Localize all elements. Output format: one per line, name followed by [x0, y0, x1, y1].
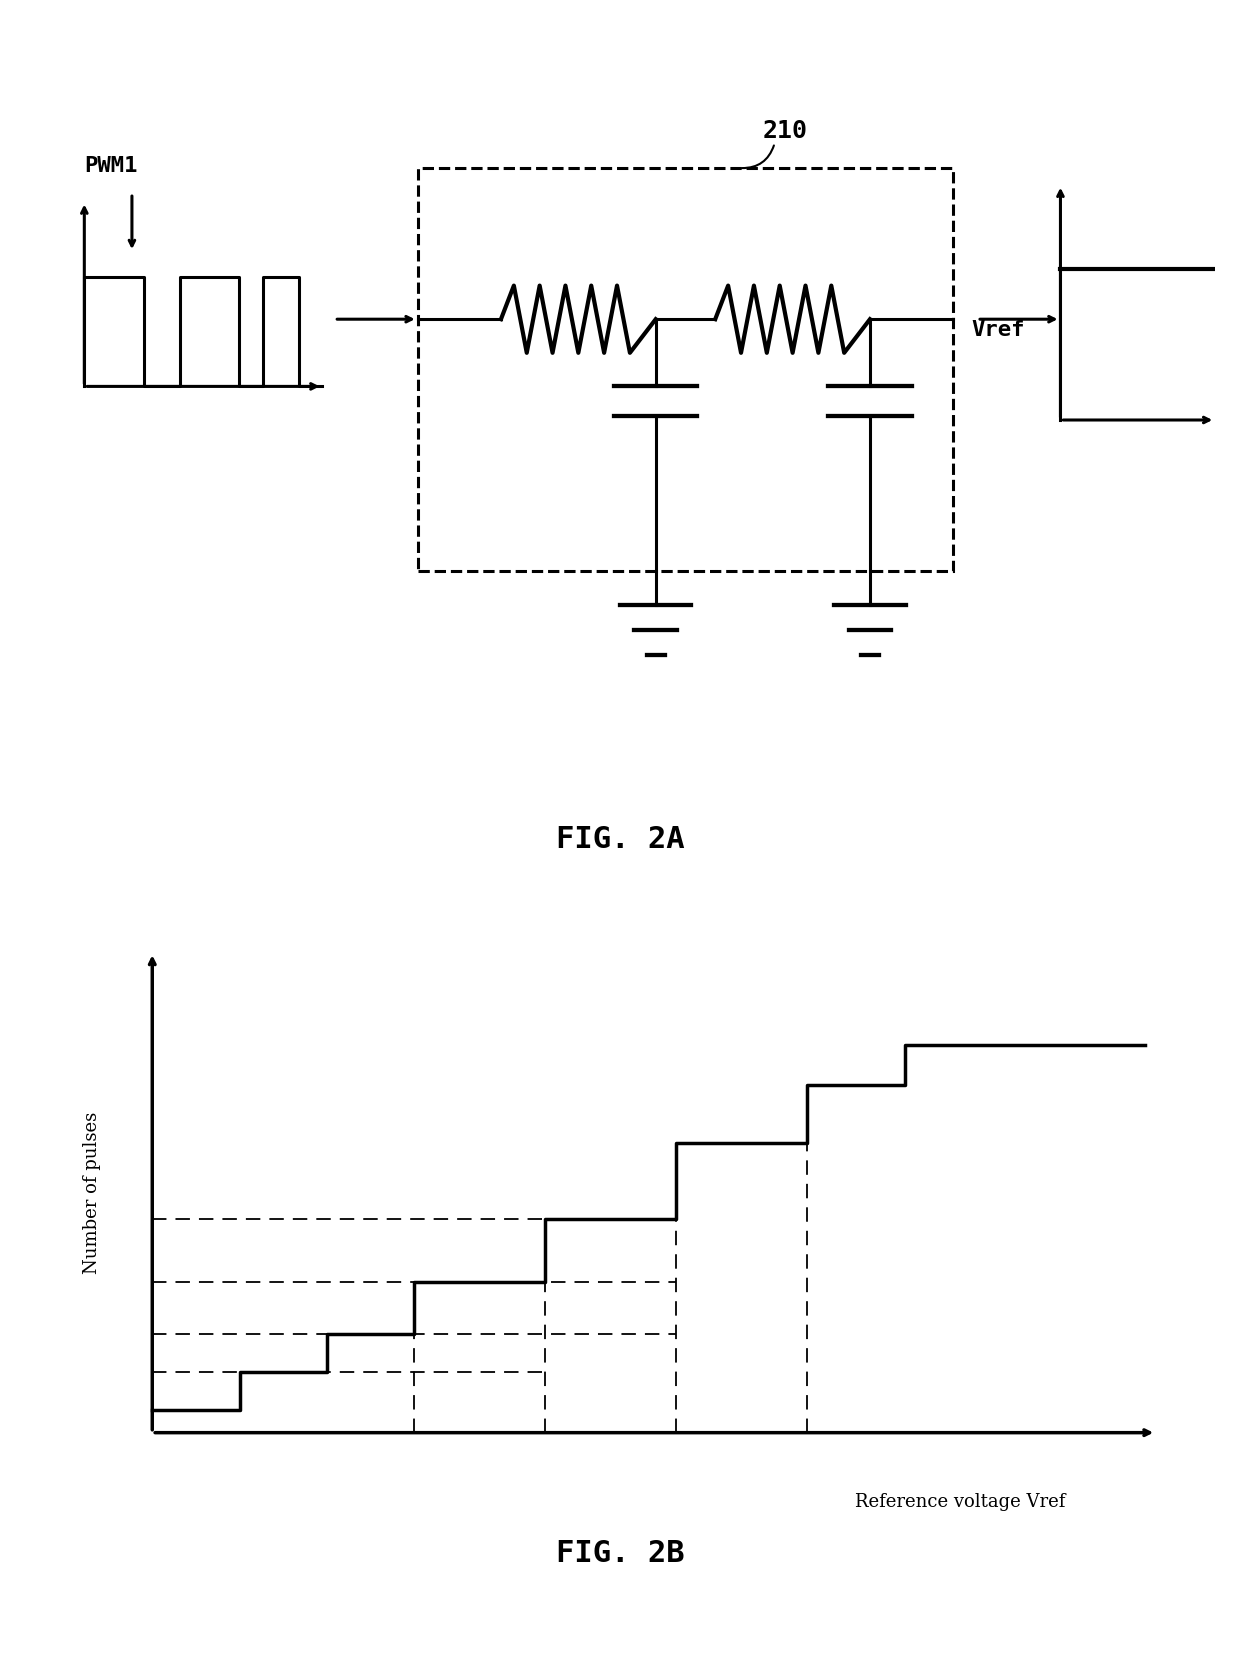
- Text: Number of pulses: Number of pulses: [83, 1112, 102, 1273]
- Text: FIG. 2A: FIG. 2A: [556, 825, 684, 855]
- Text: Vref: Vref: [971, 319, 1024, 339]
- Text: PWM1: PWM1: [84, 156, 138, 176]
- Text: Reference voltage Vref: Reference voltage Vref: [854, 1494, 1065, 1512]
- Text: FIG. 2B: FIG. 2B: [556, 1539, 684, 1569]
- Text: 210: 210: [763, 119, 807, 143]
- Bar: [418, 168, 954, 571]
